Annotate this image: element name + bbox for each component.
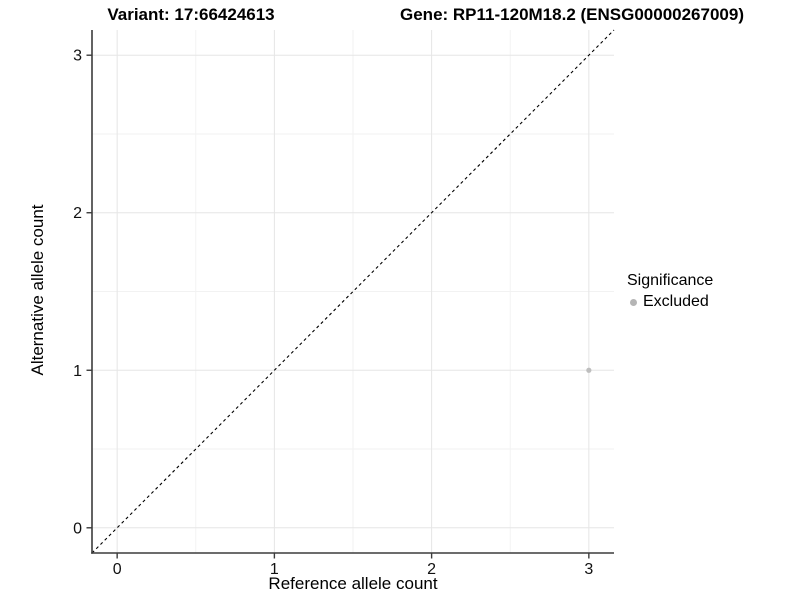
x-tick-label: 1 [270, 561, 279, 578]
legend: Significance Excluded [627, 272, 713, 311]
y-tick-label: 3 [73, 48, 82, 65]
x-tick-label: 3 [584, 561, 593, 578]
y-axis-title: Alternative allele count [28, 204, 47, 376]
y-tick-label: 1 [73, 363, 82, 380]
y-tick-label: 0 [73, 520, 82, 537]
legend-item-label: Excluded [643, 293, 709, 310]
x-tick-label: 2 [427, 561, 436, 578]
plot-title-variant: Variant: 17:66424613 [107, 5, 275, 24]
plot-title-gene: Gene: RP11-120M18.2 (ENSG00000267009) [400, 5, 744, 24]
x-tick-label: 0 [113, 561, 122, 578]
legend-item: Excluded [627, 293, 713, 311]
x-axis-title: Reference allele count [268, 574, 438, 593]
legend-title: Significance [627, 272, 714, 289]
data-point [586, 367, 592, 373]
y-tick-label: 2 [73, 205, 82, 222]
legend-items: Excluded [627, 293, 713, 311]
legend-dot-icon [630, 298, 637, 306]
